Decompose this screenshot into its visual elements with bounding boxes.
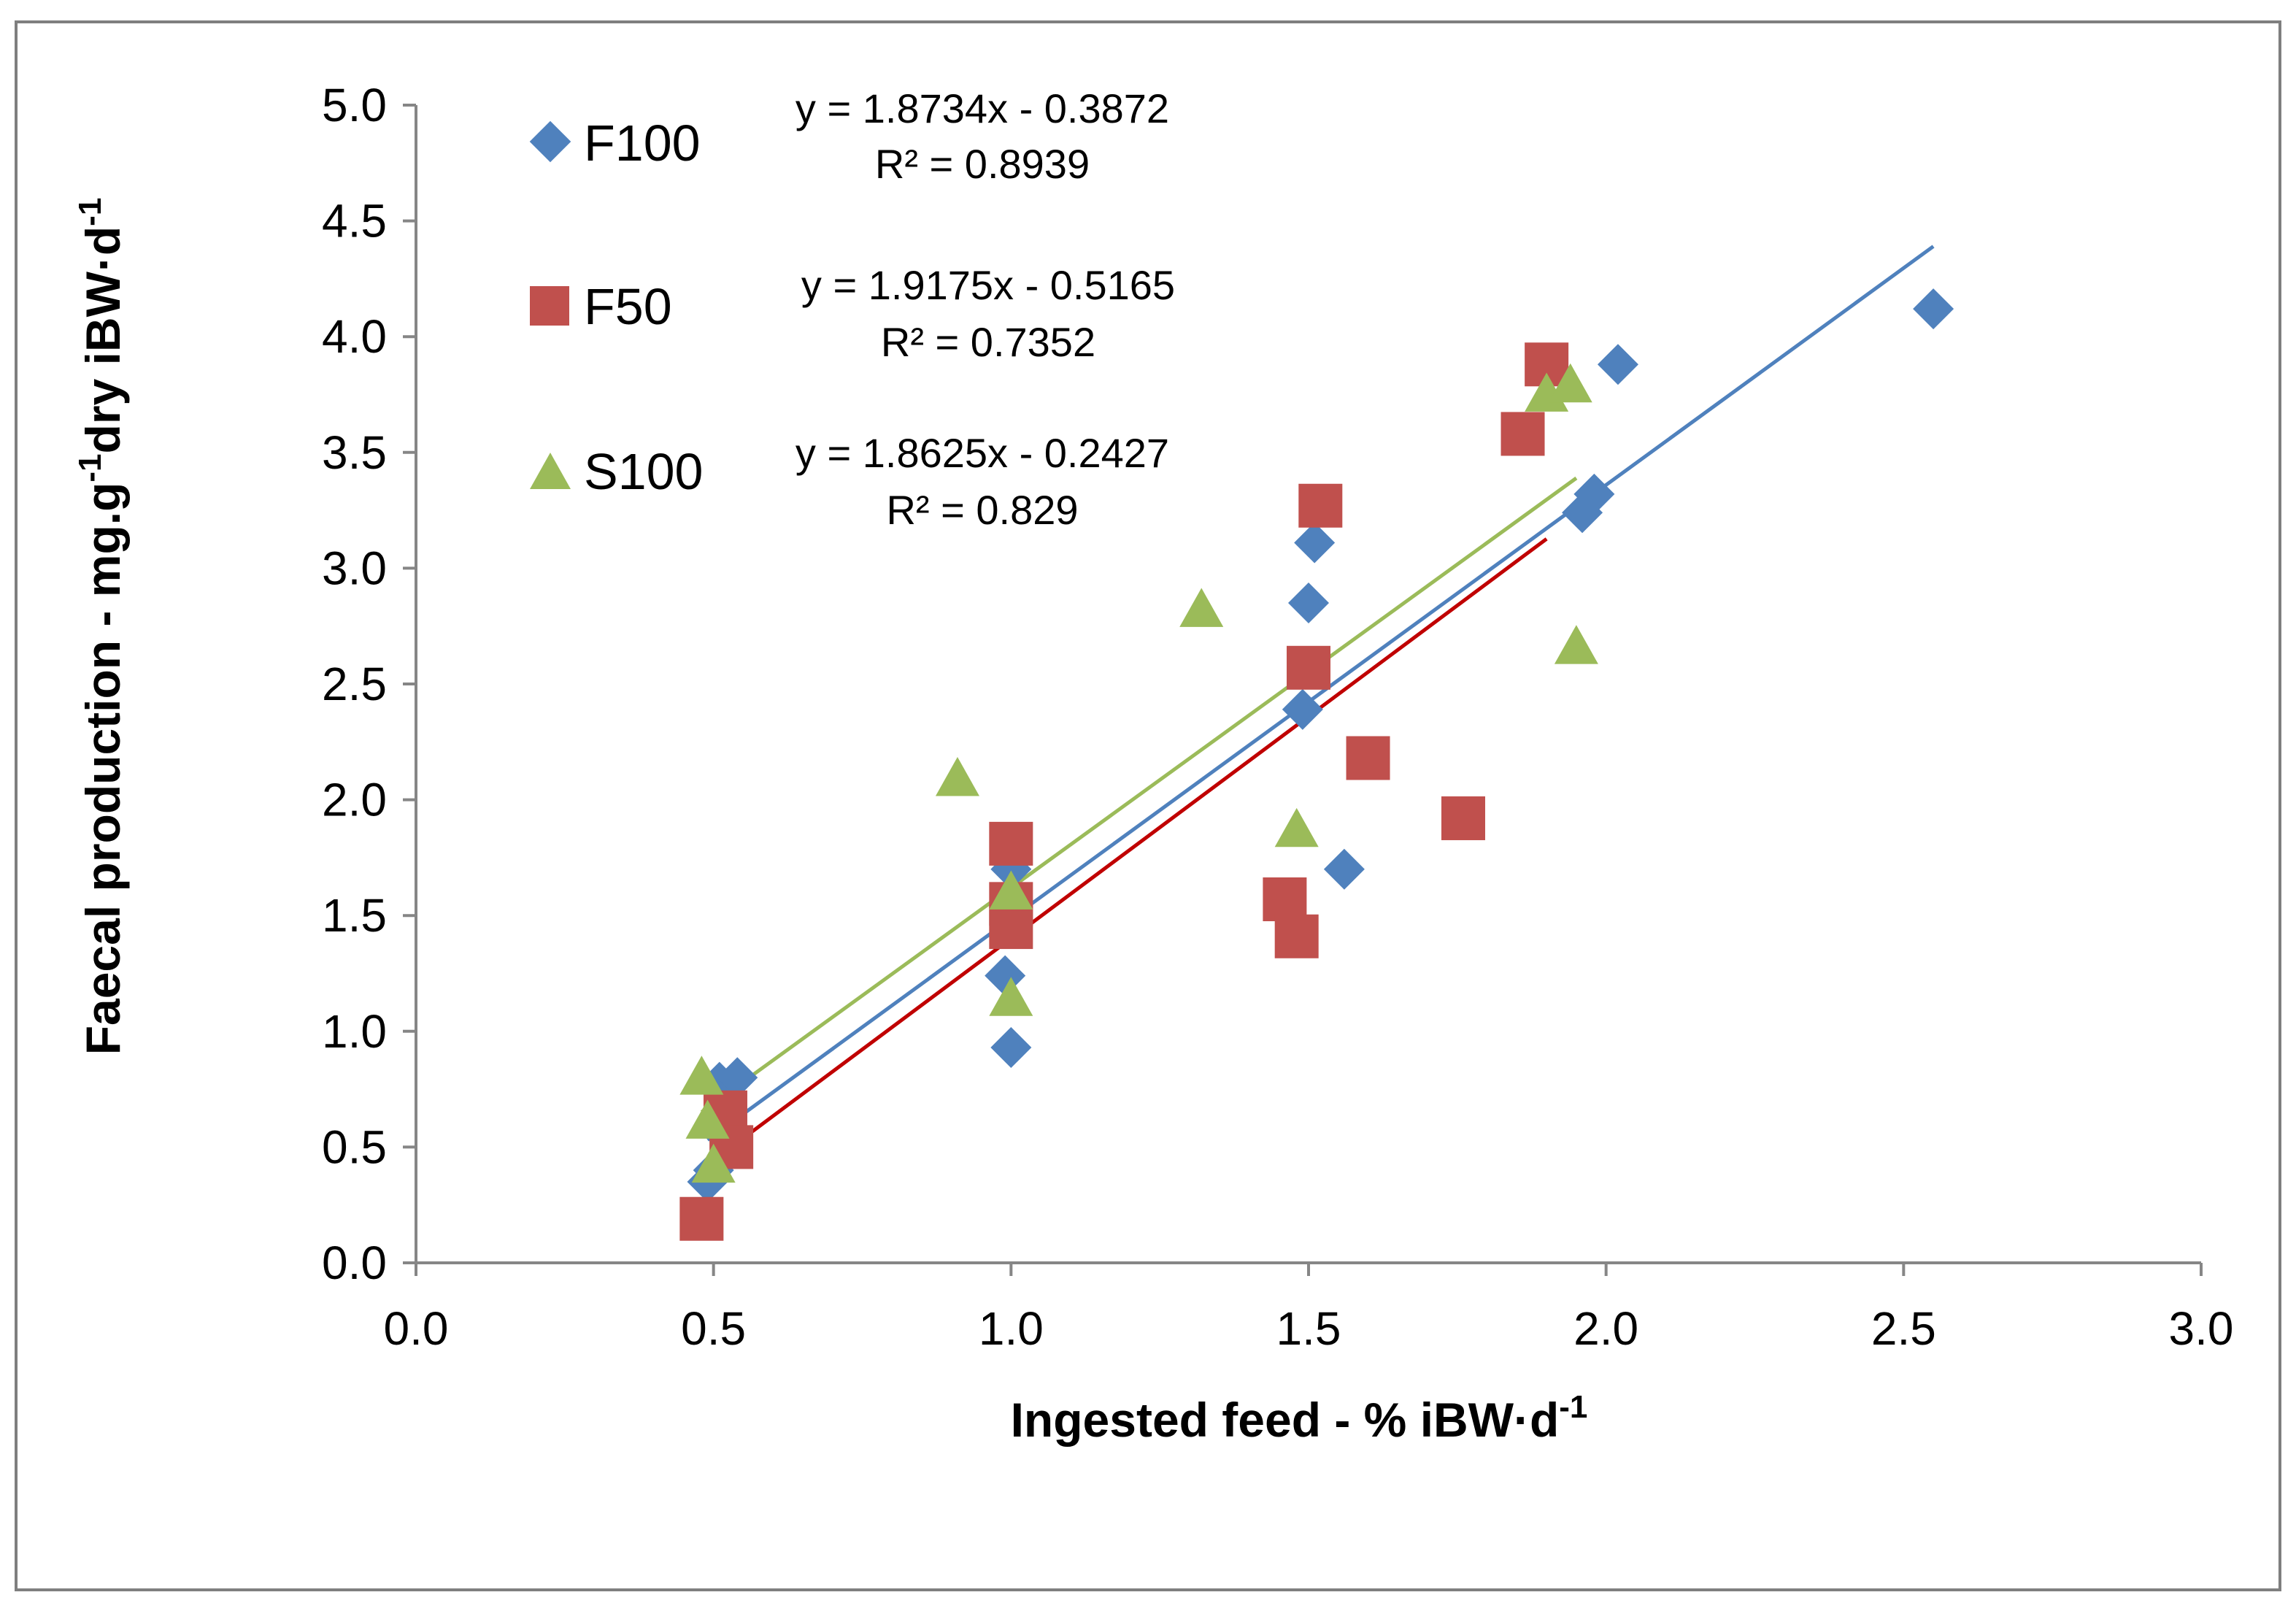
trendline-f100 <box>706 245 1935 1142</box>
point-f50 <box>1298 483 1343 528</box>
equation-s100: y = 1.8625x - 0.2427 <box>795 430 1169 476</box>
point-f50 <box>1346 736 1390 780</box>
equations: y = 1.8734x - 0.3872 R² = 0.8939 y = 1.9… <box>795 85 1175 533</box>
y-tick-label: 2.0 <box>322 774 387 826</box>
point-f50 <box>1501 412 1545 456</box>
y-tick-label: 0.0 <box>322 1237 387 1289</box>
x-tick-label: 0.0 <box>384 1302 449 1355</box>
y-axis-title-sup2: -1 <box>72 198 108 226</box>
y-tick-label: 1.5 <box>322 889 387 942</box>
x-tick-label: 2.0 <box>1573 1302 1638 1355</box>
point-s100 <box>935 757 979 796</box>
equation-f50: y = 1.9175x - 0.5165 <box>801 262 1175 308</box>
point-f100 <box>1913 288 1954 330</box>
legend-marker-s100 <box>530 453 571 489</box>
legend: F100 F50 S100 <box>529 115 703 500</box>
y-tick-label: 5.0 <box>322 79 387 131</box>
point-s100 <box>691 1143 736 1183</box>
point-f100 <box>1282 688 1323 730</box>
point-f100 <box>1597 344 1638 385</box>
point-f50 <box>679 1196 724 1241</box>
equation-f100: y = 1.8734x - 0.3872 <box>795 85 1169 131</box>
y-axis-ticks: 0.0 0.5 1.0 1.5 2.0 2.5 3.0 3.5 4.0 4.5 5.0 <box>322 79 416 1289</box>
legend-label-f50: F50 <box>584 278 672 335</box>
point-f50 <box>1274 914 1319 958</box>
y-axis-title: Faecal production - mg.g-1dry iBW·d-1 <box>72 198 130 1056</box>
trendlines <box>700 245 1935 1171</box>
point-f100 <box>717 1057 758 1099</box>
r2-f100: R² = 0.8939 <box>875 141 1090 187</box>
y-tick-label: 4.0 <box>322 310 387 363</box>
point-s100 <box>1548 363 1592 403</box>
point-s100 <box>989 870 1033 910</box>
point-f50 <box>989 821 1033 866</box>
point-f50 <box>1441 796 1485 840</box>
x-tick-label: 3.0 <box>2169 1302 2234 1355</box>
x-tick-label: 0.5 <box>681 1302 746 1355</box>
y-axis-title-part2: dry iBW·d <box>76 226 130 454</box>
x-axis-ticks: 0.0 0.5 1.0 1.5 2.0 2.5 3.0 <box>384 1263 2234 1355</box>
trendline-s100 <box>700 476 1578 1114</box>
point-s100 <box>679 1056 724 1095</box>
legend-marker-f50 <box>530 286 569 326</box>
y-tick-label: 2.5 <box>322 658 387 710</box>
y-tick-label: 0.5 <box>322 1120 387 1173</box>
point-f100 <box>1323 848 1365 890</box>
point-s100 <box>989 977 1033 1016</box>
series-s100 <box>679 363 1598 1183</box>
y-tick-label: 4.5 <box>322 195 387 247</box>
trendline-f50 <box>700 537 1548 1171</box>
point-f50 <box>1263 877 1307 921</box>
y-axis-title-sup1: -1 <box>72 453 108 482</box>
chart-border <box>15 20 2281 1591</box>
r2-f50: R² = 0.7352 <box>881 319 1095 365</box>
y-tick-label: 1.0 <box>322 1005 387 1058</box>
x-axis-title: Ingested feed - % iBW·d-1 <box>1011 1389 1588 1447</box>
point-f50 <box>989 905 1033 950</box>
r2-s100: R² = 0.829 <box>886 487 1078 533</box>
point-f100 <box>1288 582 1329 623</box>
x-axis-title-main: Ingested feed - % iBW·d <box>1011 1393 1560 1447</box>
y-tick-label: 3.5 <box>322 426 387 479</box>
point-f100 <box>1294 522 1336 564</box>
y-axis-title-part1: Faecal production - mg.g <box>76 483 130 1056</box>
x-tick-label: 1.5 <box>1276 1302 1341 1355</box>
point-f100 <box>990 1027 1032 1069</box>
point-s100 <box>685 1099 730 1139</box>
point-s100 <box>1554 625 1598 664</box>
legend-label-f100: F100 <box>584 115 701 172</box>
legend-label-s100: S100 <box>584 443 703 500</box>
data-points <box>679 288 1954 1241</box>
x-tick-label: 2.5 <box>1871 1302 1936 1355</box>
x-axis-title-sup: -1 <box>1559 1389 1587 1425</box>
point-s100 <box>1274 807 1319 847</box>
y-tick-label: 3.0 <box>322 542 387 594</box>
point-s100 <box>1179 588 1224 627</box>
point-f50 <box>1287 645 1330 690</box>
point-f100 <box>1573 473 1615 515</box>
x-tick-label: 1.0 <box>979 1302 1044 1355</box>
